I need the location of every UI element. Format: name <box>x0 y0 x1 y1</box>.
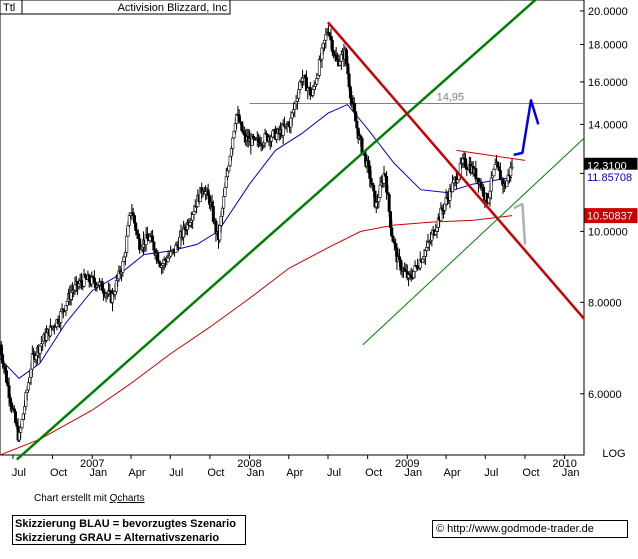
x-year-label: 2007 <box>80 458 104 470</box>
chart-credit: Chart erstellt mit Qcharts <box>34 493 145 504</box>
candle-body <box>474 168 478 180</box>
candle-body <box>372 184 376 192</box>
candle-body <box>222 196 226 209</box>
x-month-label: Jan <box>562 467 580 479</box>
candle-body <box>360 138 364 154</box>
x-month-label: Oct <box>522 467 539 479</box>
price-tag-box <box>584 169 638 185</box>
resistance-label: 14,95 <box>437 91 465 103</box>
candle-body <box>223 187 227 197</box>
x-month-label: Oct <box>50 467 67 479</box>
x-month-label: Jan <box>89 467 107 479</box>
price-tag-label: 12.3100 <box>587 160 627 172</box>
trendline <box>15 0 537 461</box>
scenario-legend: Skizzierung BLAU = bevorzugtes Szenario … <box>12 515 246 545</box>
trendline <box>362 137 585 346</box>
y-tick-label: 20.0000 <box>588 6 628 18</box>
moving-average-line <box>0 103 513 379</box>
y-tick-label: 6.0000 <box>588 389 622 401</box>
source-url[interactable]: http://www.godmode-trader.de <box>447 523 594 535</box>
chart-title: Activision Blizzard, Inc <box>118 2 228 14</box>
x-year-label: 2008 <box>237 458 261 470</box>
trendline <box>456 149 526 161</box>
x-year-label: 2010 <box>552 458 576 470</box>
candle-body <box>339 54 343 62</box>
price-tag-label: 11.85708 <box>587 172 632 184</box>
x-month-label: Oct <box>365 467 382 479</box>
candle-body <box>121 261 125 273</box>
y-tick-label: 10.0000 <box>588 226 628 238</box>
candle-body <box>20 419 24 429</box>
x-month-label: Jul <box>12 467 26 479</box>
candle-body <box>510 166 514 169</box>
x-month-label: Apr <box>128 467 145 479</box>
scenario-path <box>513 202 527 245</box>
candle-body <box>231 137 235 149</box>
x-month-label: Jan <box>247 467 265 479</box>
price-tag-box <box>584 208 638 224</box>
moving-average-line <box>0 215 513 456</box>
candle-body <box>214 220 218 234</box>
y-tick-label: 8.0000 <box>588 297 622 309</box>
y-tick-label: 16.0000 <box>588 77 628 89</box>
legend-grey: Skizzierung GRAU = Alternativszenario <box>15 532 220 544</box>
candle-body <box>125 235 129 253</box>
candle-body <box>41 341 45 345</box>
y-tick-label: 18.0000 <box>588 39 628 51</box>
plot-area <box>0 0 585 456</box>
log-scale-label: LOG <box>602 448 625 460</box>
candle-body <box>330 39 334 52</box>
scenario-path <box>513 99 540 157</box>
candle-body <box>355 120 359 129</box>
chart-svg: 14,95 20.000018.000016.000014.000012.000… <box>0 0 638 479</box>
candle-body <box>496 162 500 168</box>
candle-body <box>493 164 497 170</box>
candle-body <box>482 186 486 197</box>
candle-body <box>387 194 391 212</box>
x-month-label: Jul <box>484 467 498 479</box>
x-month-label: Jul <box>327 467 341 479</box>
x-month-label: Apr <box>286 467 303 479</box>
y-tick-label: 14.0000 <box>588 119 628 131</box>
chart-header-box <box>0 0 231 15</box>
copyright-icon: © <box>436 523 445 535</box>
x-month-label: Apr <box>444 467 461 479</box>
x-month-label: Jul <box>169 467 183 479</box>
candle-body <box>369 178 373 184</box>
candle-body <box>492 168 496 177</box>
symbol-label: Ttl <box>3 2 15 14</box>
copyright-box: © http://www.godmode-trader.de <box>432 520 628 538</box>
x-year-label: 2009 <box>395 458 419 470</box>
trendline <box>327 21 585 320</box>
qcharts-link[interactable]: Qcharts <box>109 493 145 504</box>
credit-prefix: Chart erstellt mit <box>34 493 110 504</box>
x-month-label: Jan <box>404 467 422 479</box>
x-month-label: Oct <box>207 467 224 479</box>
legend-blue: Skizzierung BLAU = bevorzugtes Szenario <box>15 518 236 530</box>
price-tag-label: 10.50837 <box>587 211 633 223</box>
candle-body <box>45 332 49 341</box>
